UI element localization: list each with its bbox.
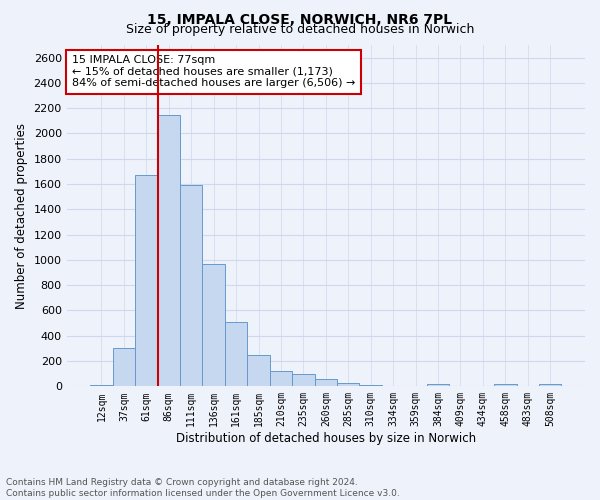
Bar xyxy=(90,385,113,386)
Text: Contains HM Land Registry data © Crown copyright and database right 2024.
Contai: Contains HM Land Registry data © Crown c… xyxy=(6,478,400,498)
Text: Size of property relative to detached houses in Norwich: Size of property relative to detached ho… xyxy=(126,22,474,36)
Bar xyxy=(427,384,449,386)
Text: 15 IMPALA CLOSE: 77sqm
← 15% of detached houses are smaller (1,173)
84% of semi-: 15 IMPALA CLOSE: 77sqm ← 15% of detached… xyxy=(72,55,355,88)
Bar xyxy=(158,115,180,386)
X-axis label: Distribution of detached houses by size in Norwich: Distribution of detached houses by size … xyxy=(176,432,476,445)
Bar xyxy=(494,384,517,386)
Bar xyxy=(337,382,359,386)
Title: 15, IMPALA CLOSE, NORWICH, NR6 7PL
Size of property relative to detached houses : 15, IMPALA CLOSE, NORWICH, NR6 7PL Size … xyxy=(0,499,1,500)
Bar xyxy=(225,322,247,386)
Bar xyxy=(247,355,270,386)
Y-axis label: Number of detached properties: Number of detached properties xyxy=(15,122,28,308)
Bar xyxy=(539,384,562,386)
Bar xyxy=(314,380,337,386)
Bar xyxy=(270,371,292,386)
Text: 15, IMPALA CLOSE, NORWICH, NR6 7PL: 15, IMPALA CLOSE, NORWICH, NR6 7PL xyxy=(148,12,452,26)
Bar xyxy=(359,385,382,386)
Bar xyxy=(202,264,225,386)
Bar xyxy=(180,186,202,386)
Bar xyxy=(113,348,135,387)
Bar xyxy=(135,175,158,386)
Bar xyxy=(292,374,314,386)
